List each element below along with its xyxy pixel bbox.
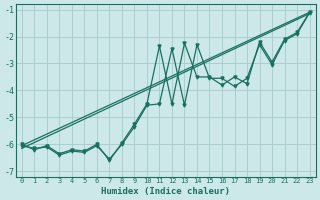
X-axis label: Humidex (Indice chaleur): Humidex (Indice chaleur) <box>101 187 230 196</box>
